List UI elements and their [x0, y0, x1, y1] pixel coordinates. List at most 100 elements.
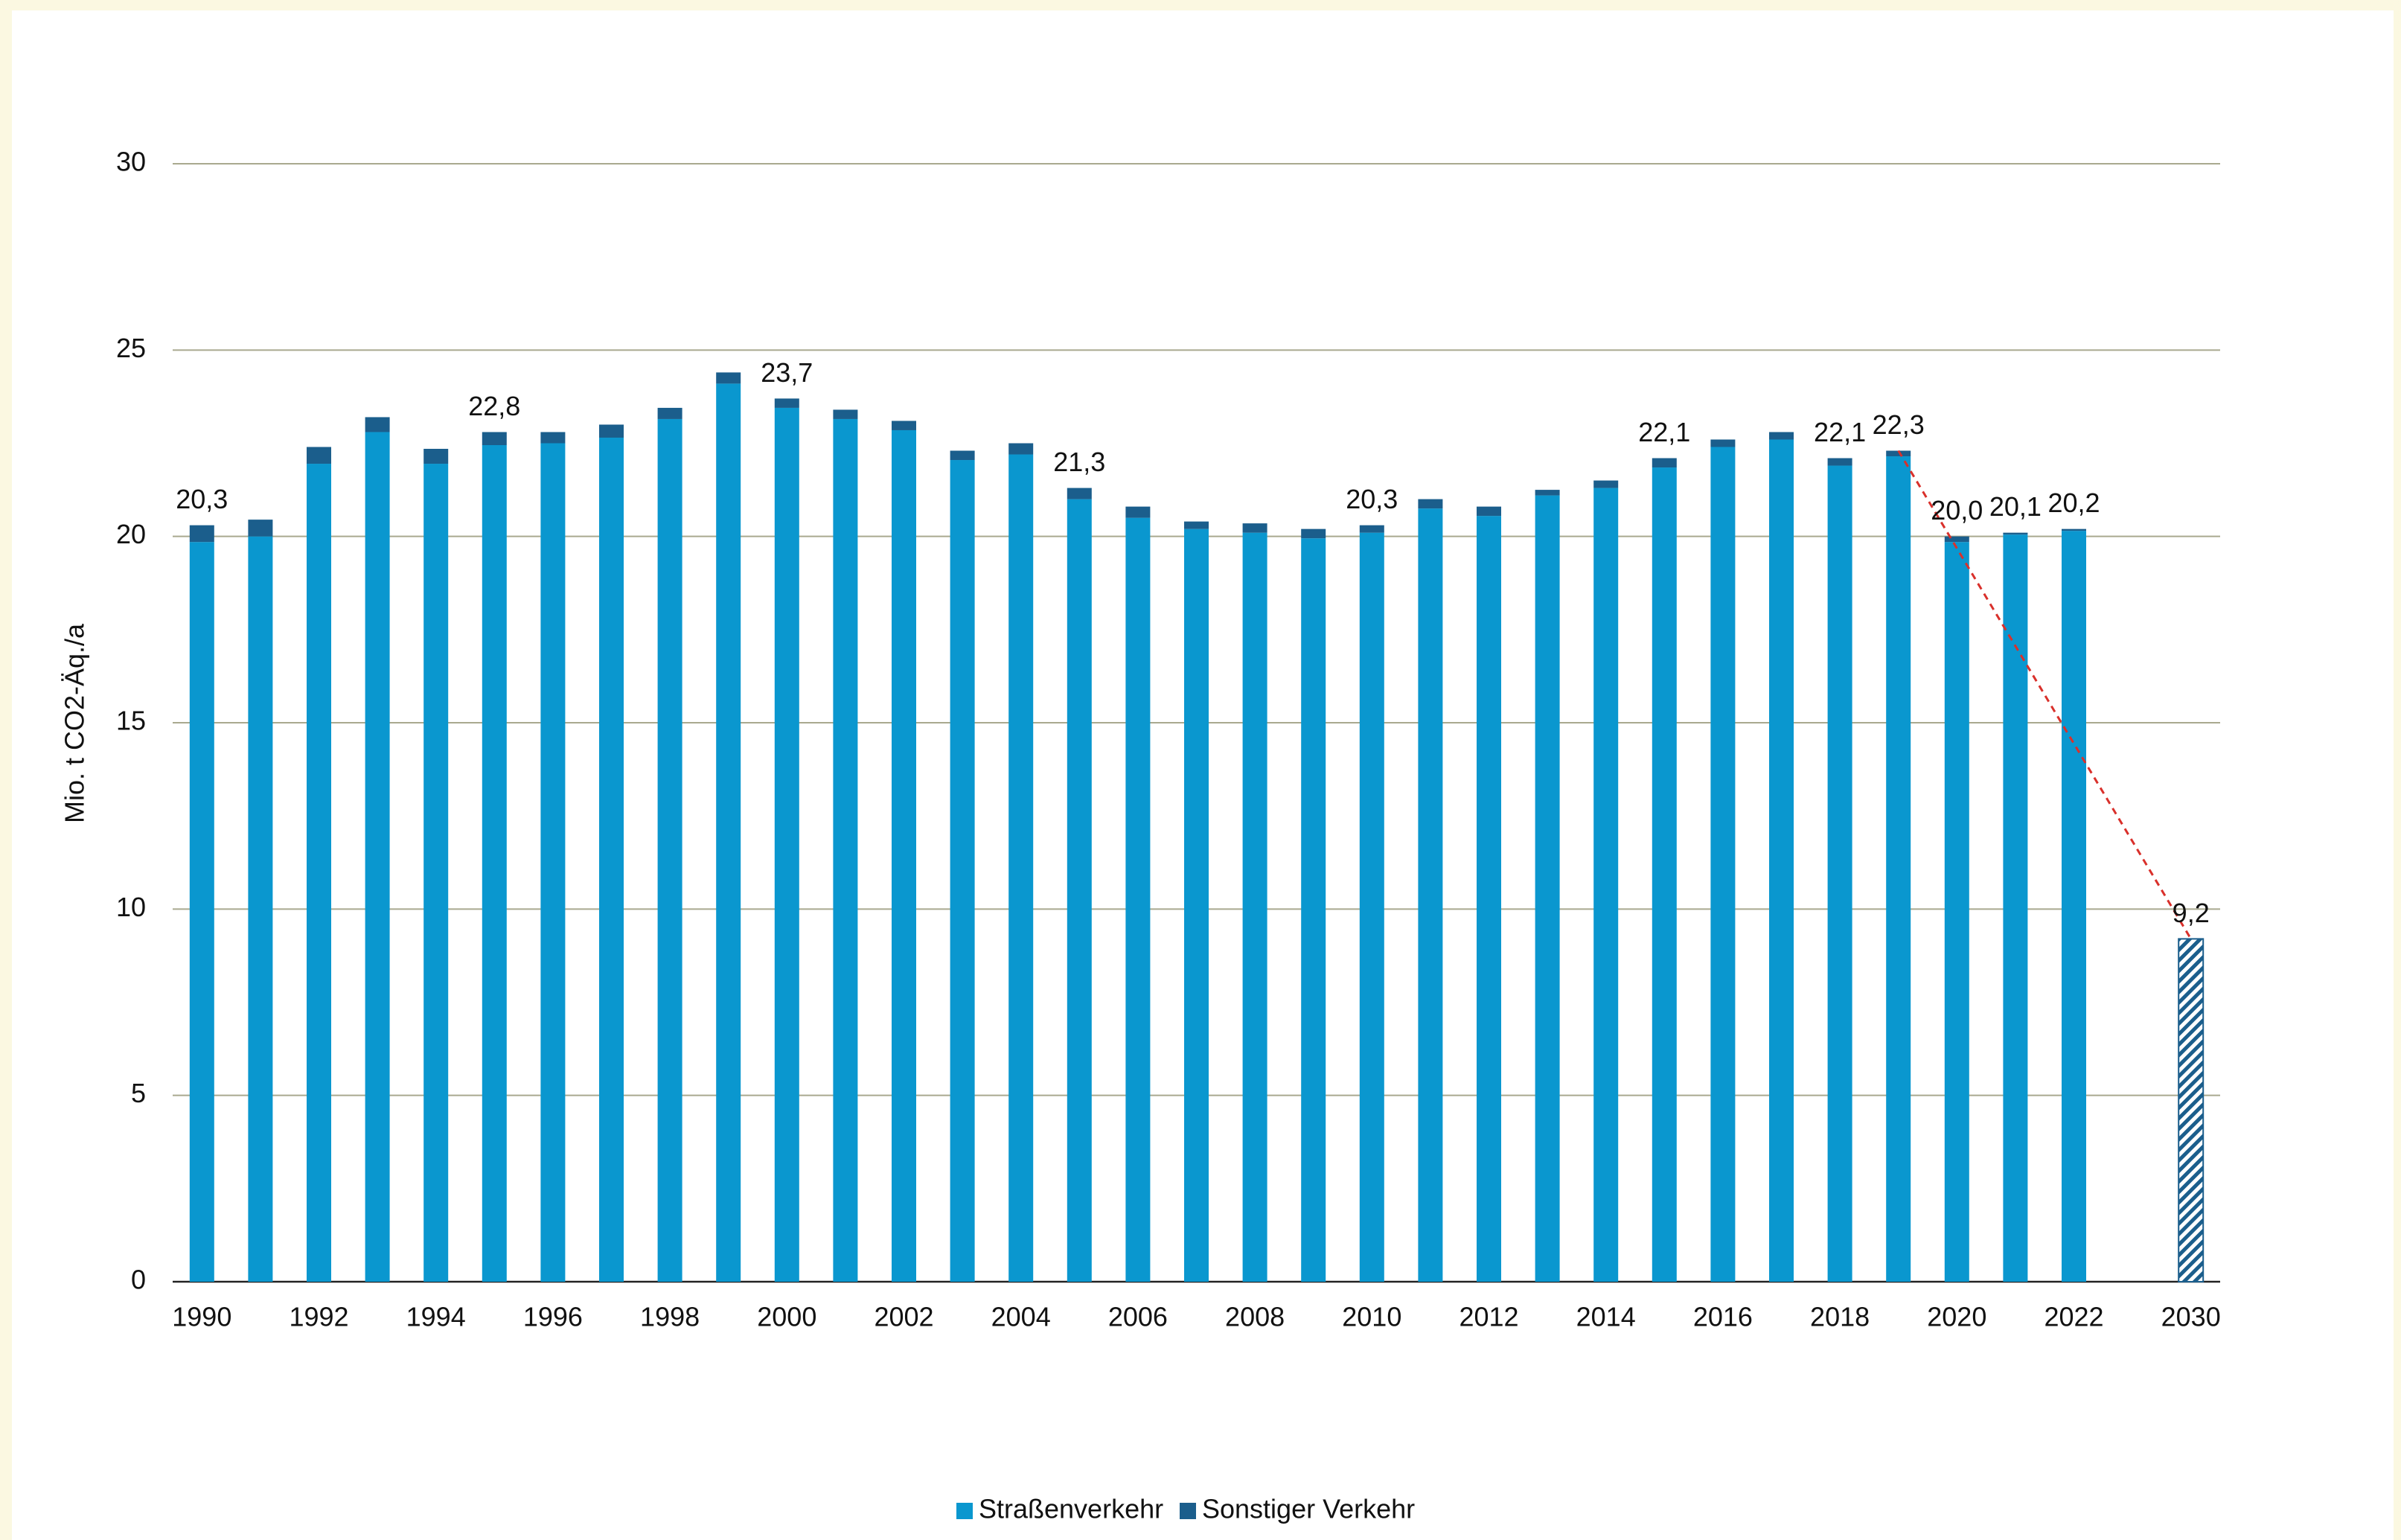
- x-tick-label: 2006: [1108, 1302, 1168, 1332]
- bar-segment: [1477, 516, 1501, 1282]
- bar-segment: [1359, 532, 1384, 1282]
- x-tick-label: 2014: [1576, 1302, 1636, 1332]
- x-tick-label: 2008: [1225, 1302, 1285, 1332]
- bar-segment: [1827, 465, 1852, 1282]
- bar-segment: [657, 407, 682, 419]
- bar-segment: [1067, 499, 1092, 1282]
- x-tick-label: 2018: [1810, 1302, 1870, 1332]
- bar-segment: [248, 520, 273, 537]
- bar-segment: [716, 383, 741, 1282]
- data-label: 21,3: [1053, 447, 1105, 477]
- bar-segment: [1535, 490, 1560, 496]
- bar-segment: [1418, 499, 1443, 509]
- x-tick-label: 2016: [1693, 1302, 1753, 1332]
- bar-segment: [892, 429, 916, 1282]
- bar-segment: [1710, 447, 1736, 1282]
- bar-segment: [2003, 532, 2028, 535]
- bar-segment: [365, 417, 390, 432]
- y-tick-label: 25: [116, 333, 146, 363]
- data-label: 22,1: [1814, 417, 1866, 447]
- data-label: 20,2: [2047, 488, 2100, 518]
- bar-segment: [2062, 528, 2086, 531]
- bar-segment: [1008, 454, 1034, 1282]
- bar-segment: [1886, 450, 1911, 457]
- bar-segment: [1359, 525, 1384, 533]
- x-tick-label: 2004: [991, 1302, 1051, 1332]
- bar-segment: [307, 447, 331, 464]
- bar-segment: [540, 443, 566, 1282]
- bar-segment: [1008, 443, 1034, 455]
- x-tick-label: 1992: [289, 1302, 348, 1332]
- bar-segment: [1184, 521, 1209, 529]
- y-tick-label: 0: [131, 1265, 146, 1295]
- bar-segment: [1944, 536, 1969, 543]
- data-label: 22,1: [1638, 417, 1690, 447]
- bar-segment: [1242, 532, 1267, 1282]
- x-tick-label: 2002: [874, 1302, 933, 1332]
- legend-swatch: [956, 1503, 973, 1519]
- bar-segment: [1769, 439, 1794, 1282]
- bar-segment: [1944, 542, 1969, 1282]
- bar-segment: [1301, 528, 1326, 539]
- bar-segment: [482, 432, 507, 446]
- bar-segment: [1593, 480, 1619, 488]
- y-axis-label: Mio. t CO2-Äq./a: [60, 623, 90, 823]
- x-tick-label: 1994: [406, 1302, 466, 1332]
- data-label: 23,7: [761, 357, 813, 388]
- bar-segment: [307, 464, 331, 1282]
- bar-segment: [1418, 508, 1443, 1282]
- bar-segment: [1652, 467, 1677, 1282]
- data-label: 22,8: [468, 391, 520, 421]
- bar-segment: [1067, 488, 1092, 499]
- bar-segment: [1125, 517, 1151, 1282]
- bar-segment: [2178, 938, 2205, 1283]
- data-label: 9,2: [2173, 898, 2210, 928]
- bar-segment: [833, 409, 858, 419]
- legend-swatch: [1180, 1503, 1196, 1519]
- bar-segment: [1242, 523, 1267, 533]
- bar-segment: [1652, 458, 1677, 468]
- bar-segment: [1886, 456, 1911, 1282]
- bar-segment: [774, 398, 799, 408]
- data-label: 20,3: [1346, 484, 1398, 514]
- data-label: 20,1: [1989, 491, 2042, 522]
- y-tick-label: 20: [116, 519, 146, 549]
- bar-segment: [1535, 495, 1560, 1282]
- bar-segment: [189, 525, 214, 543]
- x-tick-label: 1990: [172, 1302, 231, 1332]
- bar-segment: [540, 432, 566, 444]
- bar-segment: [774, 407, 799, 1282]
- x-tick-label: 1998: [640, 1302, 700, 1332]
- bar-segment: [1593, 488, 1619, 1282]
- bar-segment: [833, 418, 858, 1282]
- bar-segment: [365, 432, 390, 1282]
- legend-label: Straßenverkehr: [979, 1494, 1163, 1524]
- y-tick-label: 5: [131, 1078, 146, 1108]
- bar-segment: [950, 460, 975, 1282]
- data-label: 20,3: [176, 484, 228, 514]
- y-tick-label: 30: [116, 147, 146, 177]
- bar-segment: [599, 437, 624, 1282]
- bar-segment: [950, 450, 975, 461]
- legend-label: Sonstiger Verkehr: [1202, 1494, 1415, 1524]
- bar-segment: [423, 464, 449, 1282]
- x-tick-label: 2010: [1342, 1302, 1401, 1332]
- x-tick-label: 2012: [1459, 1302, 1518, 1332]
- data-label: 20,0: [1931, 495, 1983, 525]
- bar-segment: [248, 536, 273, 1282]
- bar-segment: [1125, 506, 1151, 518]
- bar-segment: [2062, 531, 2086, 1282]
- bar-segment: [1769, 432, 1794, 440]
- x-tick-label: 2022: [2044, 1302, 2103, 1332]
- bar-segment: [599, 424, 624, 438]
- x-tick-label: 2020: [1927, 1302, 1986, 1332]
- bar-segment: [1710, 439, 1736, 447]
- x-tick-label: 1996: [523, 1302, 583, 1332]
- bar-segment: [892, 421, 916, 430]
- x-tick-label: 2000: [757, 1302, 816, 1332]
- bar-segment: [1301, 538, 1326, 1282]
- bar-segment: [482, 445, 507, 1282]
- data-label: 22,3: [1873, 409, 1925, 440]
